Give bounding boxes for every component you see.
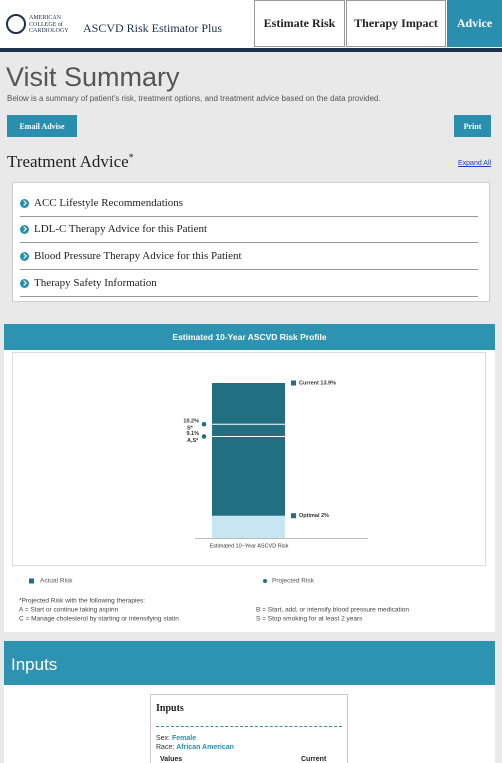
button[interactable]: Email Advise [7, 115, 77, 137]
chevron [20, 251, 29, 261]
projected-therapies: A,S* [187, 438, 199, 444]
tab[interactable]: Estimate Risk [254, 0, 345, 47]
logo-line: CARDIOLOGY [29, 28, 69, 34]
tab-active[interactable]: Advice [447, 0, 502, 47]
race-row: Race: African American [156, 744, 234, 751]
subtitle: Below is a summary of patient's risk, tr… [7, 94, 381, 103]
advice-item[interactable]: Blood Pressure Therapy Advice for this P… [20, 243, 478, 270]
legend-swatch [291, 513, 296, 519]
chevron [20, 224, 29, 234]
advice-item[interactable]: ACC Lifestyle Recommendations [20, 190, 478, 217]
legend-dot [263, 579, 267, 583]
button[interactable]: Print [454, 115, 491, 137]
footnote-mark: * [128, 152, 134, 164]
legend-label: Actual Risk [40, 578, 73, 585]
legend-swatch [29, 578, 34, 584]
column-header: Values [160, 756, 183, 763]
chart-frame [12, 352, 486, 566]
advice-item-text: Therapy Safety Information [34, 277, 157, 289]
field-label: Sex: [156, 735, 171, 742]
projected-dot [201, 434, 207, 439]
advice-item-text: Blood Pressure Therapy Advice for this P… [34, 250, 242, 262]
field-value: African American [176, 744, 234, 751]
bar-label: Optimal 2% [299, 513, 329, 519]
chart: Estimated 10-Year ASCVD Risk Profile Est… [4, 324, 495, 632]
inputs-card [150, 694, 348, 763]
logo-line: COLLEGE of [29, 21, 63, 28]
legend-label: Projected Risk [272, 578, 315, 585]
footnote-item: A = Start or continue taking aspirin [19, 607, 119, 614]
sex-row: Sex: Female [156, 735, 196, 742]
bar-label: Current 13.9% [299, 380, 336, 386]
bar [212, 383, 285, 538]
inputs-panel [4, 685, 495, 763]
logo-seal [6, 14, 26, 34]
projected-label: 10.2% [183, 419, 199, 425]
advice-item-text: LDL-C Therapy Advice for this Patient [34, 223, 208, 235]
app-title: ASCVD Risk Estimator Plus [83, 21, 223, 35]
footnote-item: S = Stop smoking for at least 2 years [256, 616, 363, 623]
inputs-title: Inputs [11, 655, 58, 674]
logo-line: AMERICAN [29, 15, 62, 21]
chart-header [4, 324, 495, 350]
legend-swatch [291, 380, 296, 386]
projected-dot [201, 421, 207, 427]
footnote-item: C = Manage cholesterol by starting or in… [19, 616, 179, 623]
chevron [20, 278, 29, 288]
page-title: Visit Summary [6, 62, 180, 92]
column-header: Current [301, 756, 327, 763]
expand-link[interactable]: Expand All [458, 160, 492, 167]
section-title: Treatment Advice* [7, 152, 134, 172]
chart-title: Estimated 10-Year ASCVD Risk Profile [172, 332, 326, 342]
optimal-bar [212, 515, 285, 538]
projected-label: 9.1% [186, 431, 199, 437]
footnote-title: *Projected Risk with the following thera… [19, 598, 145, 605]
advice-item[interactable]: Therapy Safety Information [20, 270, 478, 297]
field-value: Female [171, 735, 197, 742]
tab[interactable]: Therapy Impact [346, 0, 446, 47]
footnote-item: B = Start, add, or intensify blood press… [256, 607, 409, 614]
x-axis-label: Estimated 10−Year ASCVD Risk [210, 543, 289, 549]
field-label: Race: [156, 744, 175, 751]
projected-therapies: S* [187, 426, 194, 432]
inputs-header [4, 641, 495, 685]
logo: AMERICAN COLLEGE of CARDIOLOGY [29, 15, 69, 35]
advice-item[interactable]: LDL-C Therapy Advice for this Patient [20, 216, 478, 243]
card-title: Inputs [156, 703, 184, 714]
advice-item-text: ACC Lifestyle Recommendations [34, 197, 184, 209]
card-rule [156, 726, 342, 727]
section-title-text: Treatment Advice [7, 152, 129, 171]
header-rule [0, 48, 502, 52]
chevron [20, 198, 29, 208]
